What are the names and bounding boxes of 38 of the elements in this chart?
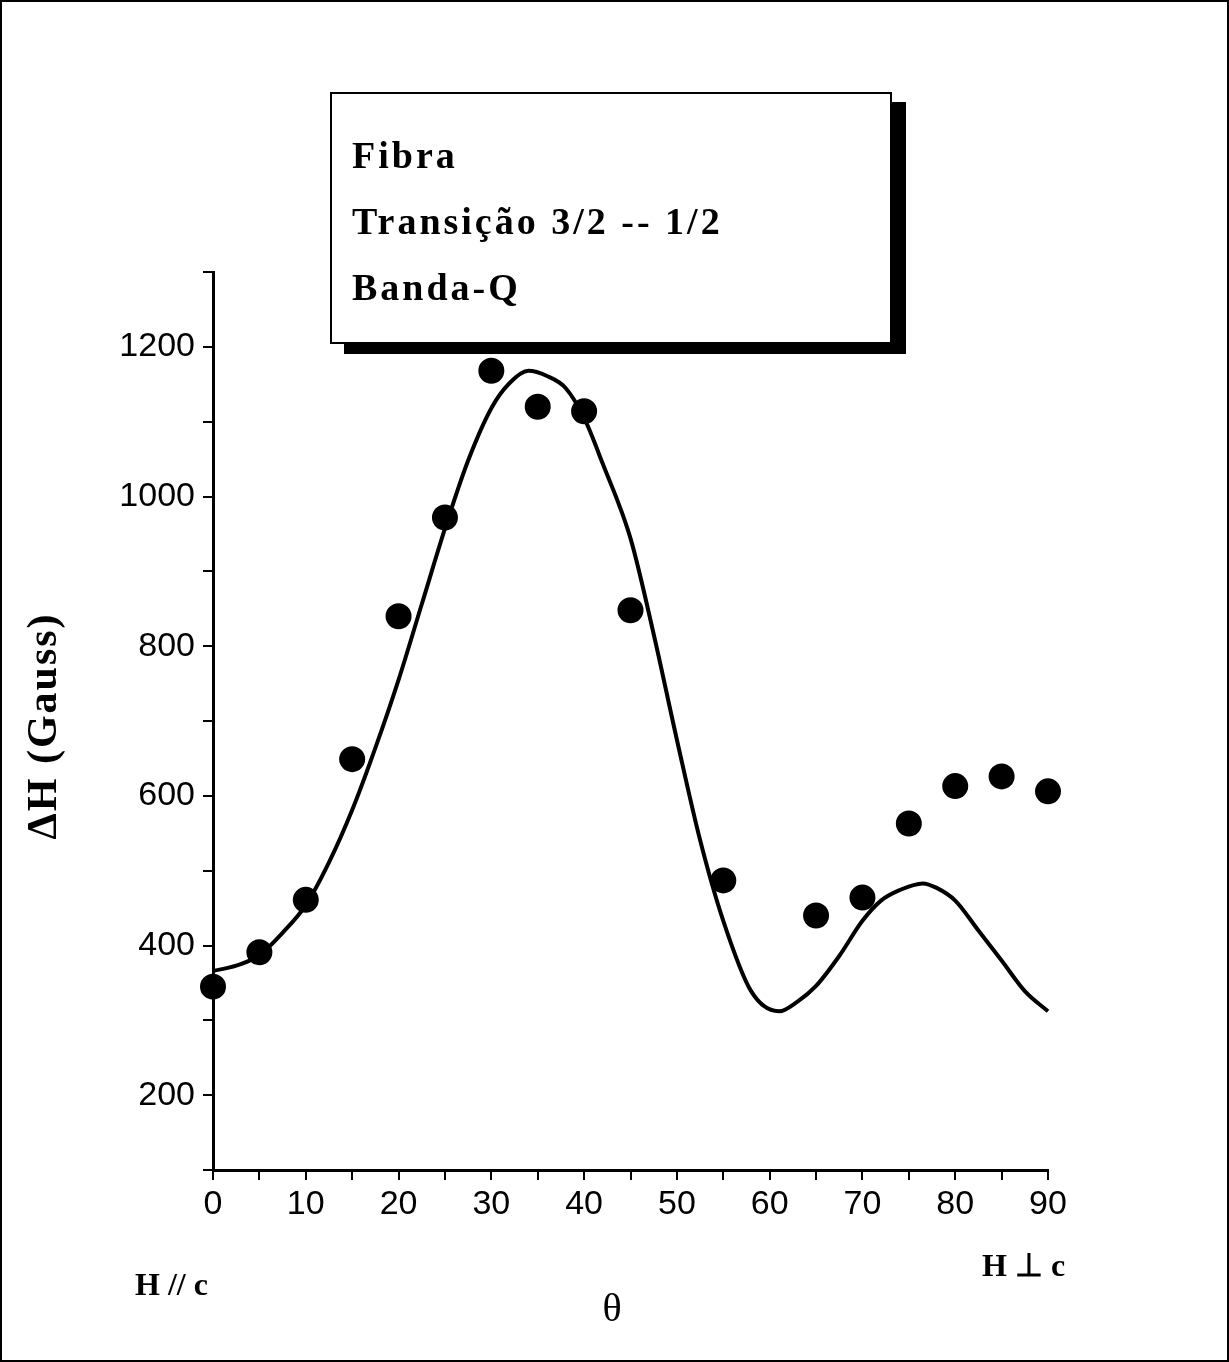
x-tick-label: 70 [843, 1182, 882, 1221]
point [571, 398, 598, 425]
point [292, 886, 319, 913]
x-tick-label: 0 [203, 1182, 223, 1221]
point [200, 973, 226, 1000]
x-tick-label: 10 [286, 1182, 325, 1221]
point [246, 939, 273, 966]
x-axis-title: θ [601, 1284, 623, 1331]
point [895, 810, 922, 837]
x-tick-label: 90 [1029, 1182, 1067, 1221]
y-tick-label: 400 [138, 923, 195, 962]
x-tick-label: 80 [936, 1182, 975, 1221]
point [524, 393, 551, 420]
point [431, 504, 458, 531]
y-tick-label: 1000 [119, 474, 195, 513]
point [988, 763, 1015, 790]
x-tick-label: 30 [472, 1182, 511, 1221]
x-tick-label: 50 [657, 1182, 696, 1221]
point [385, 603, 412, 630]
point [803, 902, 830, 929]
x-tick-label: 60 [750, 1182, 789, 1221]
x-tick-label: 20 [379, 1182, 418, 1221]
y-tick-label: 200 [138, 1073, 195, 1112]
y-tick-label: 600 [138, 774, 195, 813]
point [339, 746, 366, 773]
text: H ⊥ c [982, 1246, 1066, 1284]
y-tick-label: 800 [138, 624, 195, 663]
y-axis-title: ΔH (Gauss) [18, 611, 66, 842]
text: H // c [135, 1266, 208, 1303]
x-tick-label: 40 [565, 1182, 604, 1221]
point [710, 867, 737, 894]
point [849, 884, 876, 911]
point [942, 773, 969, 800]
annotation: Banda-Q [352, 265, 522, 310]
point [617, 597, 644, 624]
point [478, 357, 505, 384]
point [1035, 778, 1061, 805]
y-tick-label: 1200 [119, 325, 195, 364]
